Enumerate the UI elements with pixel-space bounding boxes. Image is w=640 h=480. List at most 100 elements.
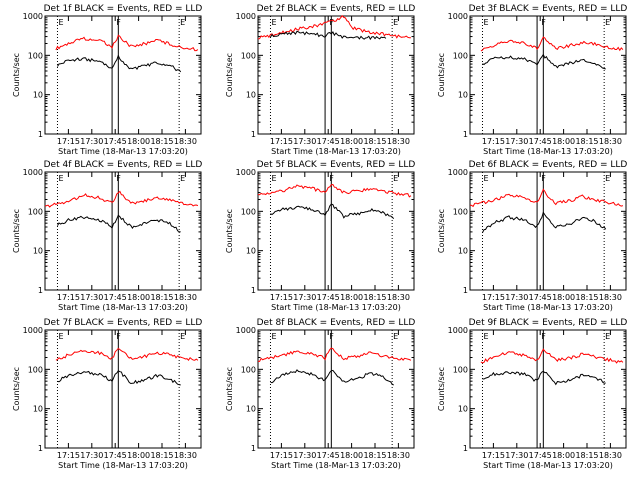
y-axis-label: Counts/sec — [225, 367, 234, 411]
x-tick-label: 17:15 — [482, 293, 505, 302]
series-line-lld — [55, 34, 199, 52]
y-tick-label: 100 — [453, 207, 468, 216]
y-tick-label: 100 — [241, 51, 256, 60]
y-tick-label: 100 — [28, 207, 43, 216]
y-tick-label: 1 — [463, 286, 468, 295]
y-axis-label: Counts/sec — [12, 53, 21, 97]
series-line-events — [57, 370, 181, 386]
x-axis-label: Start Time (18-Mar-13 17:03:20) — [483, 303, 613, 312]
series-line-lld — [257, 183, 412, 198]
x-tick-label: 17:45 — [529, 293, 552, 302]
series-line-lld — [480, 36, 624, 52]
y-tick-label: 10 — [33, 247, 43, 256]
event-flag: E — [180, 18, 185, 27]
plot-frame — [44, 329, 202, 449]
series-line-lld — [480, 348, 624, 364]
x-tick-label: 17:45 — [529, 451, 552, 460]
event-flag: E — [483, 332, 488, 341]
panel-title: Det 5f BLACK = Events, RED = LLD — [257, 160, 416, 170]
event-flag: E — [483, 18, 488, 27]
y-tick-label: 1 — [38, 286, 43, 295]
x-tick-label: 18:00 — [340, 293, 363, 302]
y-tick-label: 1 — [463, 130, 468, 139]
y-tick-label: 100 — [28, 51, 43, 60]
x-tick-label: 17:45 — [104, 137, 127, 146]
panel-title: Det 6f BLACK = Events, RED = LLD — [469, 160, 628, 170]
x-tick-label: 18:30 — [387, 293, 410, 302]
event-flag: E — [58, 174, 63, 183]
y-tick-label: 10 — [246, 247, 256, 256]
panel-title: Det 7f BLACK = Events, RED = LLD — [44, 318, 203, 328]
x-tick-label: 17:45 — [317, 293, 340, 302]
x-tick-label: 18:30 — [174, 451, 197, 460]
y-tick-label: 1 — [251, 286, 256, 295]
panel-2: Det 2f BLACK = Events, RED = LLD 1 10 100 10… — [225, 4, 415, 156]
x-tick-label: 18:30 — [174, 137, 197, 146]
y-tick-label: 1 — [38, 444, 43, 453]
plot-frame — [257, 329, 415, 449]
event-flag: E — [483, 174, 488, 183]
y-tick-label: 1 — [251, 444, 256, 453]
x-axis-label: Start Time (18-Mar-13 17:03:20) — [483, 461, 613, 470]
x-tick-label: 18:15 — [363, 137, 386, 146]
plot-frame — [257, 171, 415, 291]
x-tick-label: 17:30 — [293, 293, 316, 302]
x-tick-label: 17:15 — [270, 451, 293, 460]
event-flag: F — [541, 332, 546, 341]
event-flag: E — [271, 332, 276, 341]
panel-title: Det 8f BLACK = Events, RED = LLD — [257, 318, 416, 328]
x-axis-label: Start Time (18-Mar-13 17:03:20) — [483, 147, 613, 156]
y-tick-label: 1000 — [448, 326, 468, 335]
x-tick-label: 18:30 — [387, 137, 410, 146]
series-line-lld — [55, 347, 199, 361]
plot-frame — [44, 15, 202, 135]
event-flag: E — [58, 18, 63, 27]
x-axis-label: Start Time (18-Mar-13 17:03:20) — [271, 147, 401, 156]
series-line-events — [270, 30, 387, 41]
y-tick-label: 1 — [463, 444, 468, 453]
x-tick-label: 18:15 — [150, 451, 173, 460]
y-tick-label: 10 — [458, 91, 468, 100]
event-flag: E — [393, 18, 398, 27]
x-tick-label: 18:00 — [127, 293, 150, 302]
series-line-events — [57, 214, 181, 233]
panel-1: Det 1f BLACK = Events, RED = LLD 1 10 100 10… — [12, 4, 202, 156]
y-axis-label: Counts/sec — [437, 367, 446, 411]
x-tick-label: 18:30 — [174, 293, 197, 302]
panel-7: Det 7f BLACK = Events, RED = LLD 1 10 100 10… — [12, 318, 202, 470]
x-tick-label: 18:00 — [127, 137, 150, 146]
event-flag: E — [271, 18, 276, 27]
panel-8: Det 8f BLACK = Events, RED = LLD 1 10 100 10… — [225, 318, 415, 470]
y-tick-label: 1 — [38, 130, 43, 139]
x-tick-label: 17:15 — [270, 137, 293, 146]
event-flag: E — [180, 174, 185, 183]
panel-9: Det 9f BLACK = Events, RED = LLD 1 10 100 10… — [437, 318, 627, 470]
x-tick-label: 17:45 — [317, 451, 340, 460]
x-axis-label: Start Time (18-Mar-13 17:03:20) — [58, 147, 188, 156]
x-axis-label: Start Time (18-Mar-13 17:03:20) — [58, 303, 188, 312]
series-line-events — [270, 203, 395, 220]
x-tick-label: 17:45 — [104, 451, 127, 460]
x-tick-label: 18:15 — [575, 451, 598, 460]
series-line-lld — [44, 190, 199, 208]
x-tick-label: 18:15 — [575, 137, 598, 146]
event-flag: E — [393, 174, 398, 183]
x-tick-label: 18:00 — [340, 451, 363, 460]
y-tick-label: 1000 — [23, 326, 43, 335]
x-tick-label: 18:15 — [150, 137, 173, 146]
y-axis-label: Counts/sec — [437, 209, 446, 253]
series-line-events — [482, 211, 607, 233]
y-axis-label: Counts/sec — [225, 53, 234, 97]
y-tick-label: 10 — [458, 405, 468, 414]
x-axis-label: Start Time (18-Mar-13 17:03:20) — [271, 461, 401, 470]
series-line-lld — [257, 15, 411, 40]
y-tick-label: 10 — [458, 247, 468, 256]
panel-title: Det 9f BLACK = Events, RED = LLD — [469, 318, 628, 328]
event-flag: E — [605, 174, 610, 183]
series-line-events — [270, 369, 394, 386]
x-tick-label: 17:30 — [80, 137, 103, 146]
panel-5: Det 5f BLACK = Events, RED = LLD 1 10 100 10… — [225, 160, 415, 312]
y-tick-label: 1000 — [236, 12, 256, 21]
y-tick-label: 10 — [33, 405, 43, 414]
